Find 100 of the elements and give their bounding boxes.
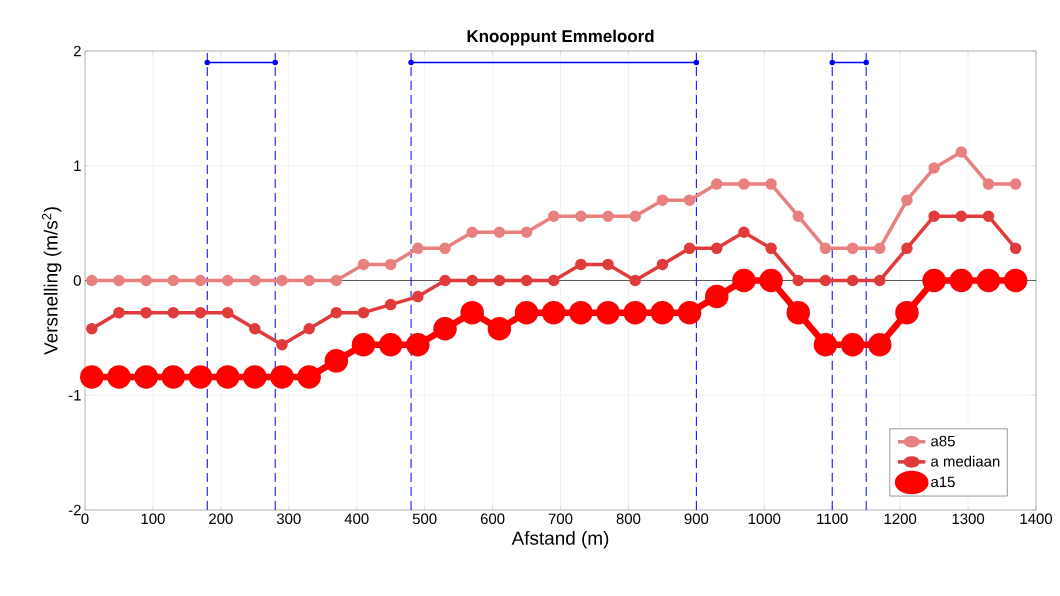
point — [765, 242, 777, 255]
legend-label: a mediaan — [931, 455, 1000, 467]
x-tick-label: 200 — [209, 513, 233, 525]
point — [629, 274, 641, 287]
point — [922, 268, 946, 293]
point — [949, 268, 974, 293]
point — [792, 274, 805, 287]
point — [86, 322, 98, 335]
point — [901, 194, 913, 206]
point — [460, 300, 484, 325]
point — [384, 258, 397, 271]
point — [1003, 268, 1028, 293]
point — [276, 274, 288, 287]
point — [786, 300, 811, 325]
point — [324, 349, 349, 373]
point — [272, 59, 278, 66]
point — [406, 333, 430, 357]
point — [249, 274, 261, 287]
point — [412, 290, 424, 303]
x-tick-label: 1100 — [817, 513, 848, 525]
point — [547, 210, 560, 222]
x-tick-label: 100 — [141, 513, 165, 525]
point — [433, 316, 457, 341]
point — [357, 306, 370, 319]
point — [656, 194, 669, 206]
x-tick-label: 1000 — [748, 513, 781, 525]
point — [765, 178, 777, 190]
point — [412, 242, 424, 255]
y-tick-label: 2 — [73, 45, 81, 57]
point — [840, 333, 865, 357]
point — [351, 333, 376, 357]
point — [1009, 178, 1022, 190]
point — [134, 365, 158, 389]
x-tick-label: 500 — [412, 513, 437, 525]
point — [738, 178, 750, 190]
y-tick-label: -2 — [68, 504, 81, 516]
point — [982, 178, 995, 190]
point — [819, 242, 832, 255]
point — [249, 322, 261, 335]
point — [204, 59, 211, 66]
point — [955, 146, 968, 158]
point — [575, 210, 587, 222]
point — [330, 274, 343, 287]
x-tick-label: 900 — [684, 513, 709, 525]
point — [711, 178, 723, 190]
point — [829, 59, 835, 66]
point — [303, 274, 315, 287]
x-tick-label: 700 — [548, 513, 573, 525]
x-tick-label: 1400 — [1020, 513, 1053, 525]
point — [80, 365, 104, 389]
point — [629, 210, 641, 222]
point — [520, 226, 533, 239]
point — [732, 268, 756, 293]
point — [868, 333, 892, 357]
point — [711, 242, 723, 255]
point — [759, 268, 783, 293]
point — [520, 274, 533, 287]
y-tick-label: 1 — [74, 160, 81, 171]
point — [408, 59, 414, 66]
x-tick-label: 0 — [81, 513, 89, 525]
point — [623, 300, 647, 325]
point — [140, 306, 152, 319]
point — [303, 322, 315, 335]
point — [493, 274, 506, 287]
point — [928, 162, 940, 174]
point — [955, 210, 968, 222]
point — [276, 339, 288, 351]
point — [113, 274, 125, 287]
point — [901, 242, 913, 255]
point — [569, 300, 593, 325]
point — [161, 365, 186, 389]
point — [547, 274, 560, 287]
x-tick-label: 1300 — [952, 513, 985, 525]
point — [140, 274, 152, 287]
point — [976, 268, 1001, 293]
point — [863, 59, 869, 66]
point — [330, 306, 343, 319]
point — [439, 242, 451, 255]
point — [167, 274, 180, 287]
point — [982, 210, 995, 222]
point — [541, 300, 566, 325]
point — [819, 274, 832, 287]
point — [656, 258, 669, 271]
point — [221, 306, 234, 319]
y-tick-label: -1 — [68, 390, 81, 401]
x-tick-label: 300 — [276, 513, 301, 525]
point — [215, 365, 240, 389]
point — [693, 59, 700, 66]
x-tick-label: 800 — [616, 513, 641, 525]
point — [705, 284, 729, 309]
point — [928, 210, 940, 222]
point — [167, 306, 180, 319]
point — [846, 274, 859, 287]
point — [596, 300, 620, 325]
point — [602, 258, 614, 271]
point — [738, 226, 750, 239]
point — [194, 306, 207, 319]
point — [683, 194, 696, 206]
point — [357, 258, 370, 271]
point — [378, 333, 403, 357]
